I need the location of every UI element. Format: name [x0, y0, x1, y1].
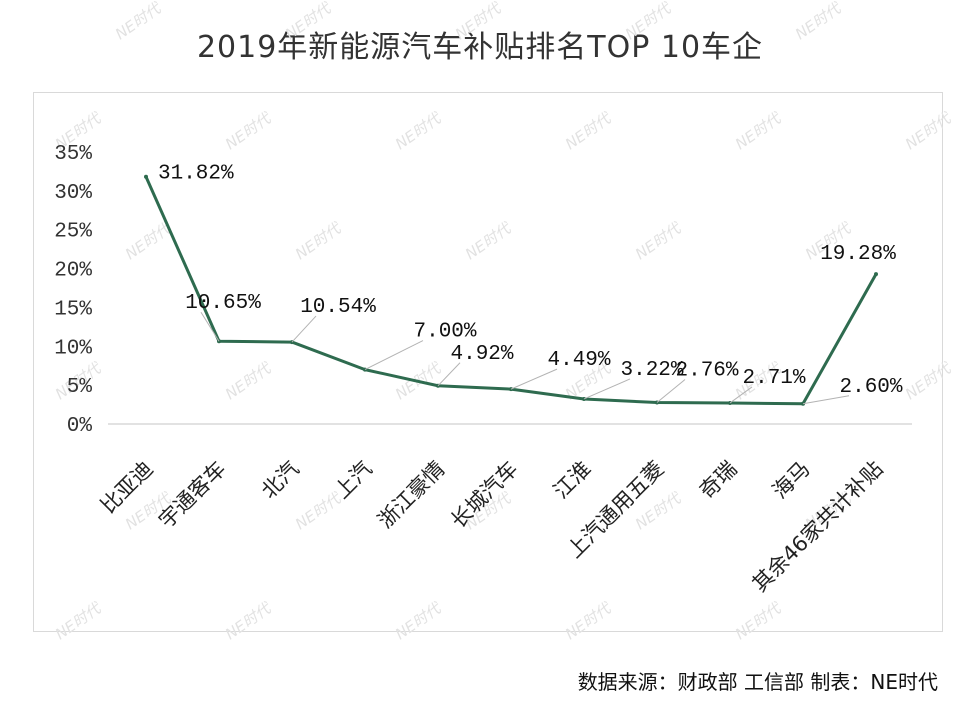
data-label: 2.76%: [675, 360, 738, 383]
data-label-leader: [583, 378, 631, 400]
watermark-text: NE时代: [112, 0, 165, 43]
watermark-text: NE时代: [732, 598, 785, 643]
watermark-text: NE时代: [392, 598, 445, 643]
y-tick-label: 5%: [67, 376, 93, 399]
watermark-text: NE时代: [392, 108, 445, 153]
y-tick-label: 10%: [54, 337, 92, 360]
watermark-text: NE时代: [622, 0, 675, 43]
watermark-text: NE时代: [902, 358, 955, 403]
data-label-leader: [200, 311, 220, 342]
watermark-text: NE时代: [792, 0, 845, 43]
x-category-label: 江淮: [549, 457, 596, 504]
watermark-text: NE时代: [52, 598, 105, 643]
data-point: [144, 174, 148, 179]
watermark-text: NE时代: [222, 108, 275, 153]
y-tick-label: 15%: [54, 298, 92, 321]
x-category-label: 北汽: [257, 457, 304, 504]
watermark-text: NE时代: [452, 0, 505, 43]
source-note: 数据来源：财政部 工信部 制表：NE时代: [577, 670, 938, 694]
watermark-text: NE时代: [562, 108, 615, 153]
y-tick-label: 20%: [54, 260, 92, 283]
x-category-label: 其余46家共计补贴: [748, 457, 888, 597]
data-label: 7.00%: [413, 321, 476, 344]
watermark-text: NE时代: [632, 218, 685, 263]
watermark-text: NE时代: [222, 598, 275, 643]
y-tick-label: 25%: [54, 221, 92, 244]
watermark-layer: NE时代 NE时代 NE时代 NE时代 NE时代 NE时代 NE时代 NE时代 NE时代 NE时代…: [52, 0, 955, 643]
data-point: [874, 272, 878, 277]
data-label-leader: [656, 379, 686, 403]
data-label: 2.71%: [742, 367, 805, 390]
data-label-leader: [291, 315, 317, 343]
x-category-label: 奇瑞: [695, 457, 742, 504]
data-label: 4.92%: [450, 343, 513, 366]
watermark-text: NE时代: [282, 0, 335, 43]
watermark-text: NE时代: [462, 218, 515, 263]
watermark-text: NE时代: [562, 598, 615, 643]
data-label: 31.82%: [158, 163, 234, 186]
data-label-leader: [510, 368, 558, 390]
chart-frame: [33, 92, 943, 632]
data-label-leader: [364, 340, 424, 371]
y-tick-label: 30%: [54, 182, 92, 205]
data-label-leader: [437, 362, 461, 387]
watermark-text: NE时代: [732, 108, 785, 153]
data-label-leader: [802, 395, 850, 405]
y-tick-label: 35%: [54, 143, 92, 166]
data-label: 2.60%: [839, 376, 902, 399]
data-label: 10.65%: [185, 292, 261, 315]
data-label: 19.28%: [820, 243, 896, 266]
data-label: 4.49%: [547, 349, 610, 372]
y-tick-label: 0%: [67, 415, 93, 438]
chart-title: 2019年新能源汽车补贴排名TOP 10车企: [196, 30, 764, 65]
data-label: 3.22%: [620, 359, 683, 382]
data-label-leader: [729, 386, 753, 404]
watermark-text: NE时代: [222, 358, 275, 403]
data-label: 10.54%: [300, 296, 376, 319]
watermark-text: NE时代: [292, 218, 345, 263]
watermark-text: NE时代: [902, 108, 955, 153]
x-category-label: 浙江豪情: [373, 457, 449, 533]
x-category-label: 海马: [768, 457, 815, 504]
